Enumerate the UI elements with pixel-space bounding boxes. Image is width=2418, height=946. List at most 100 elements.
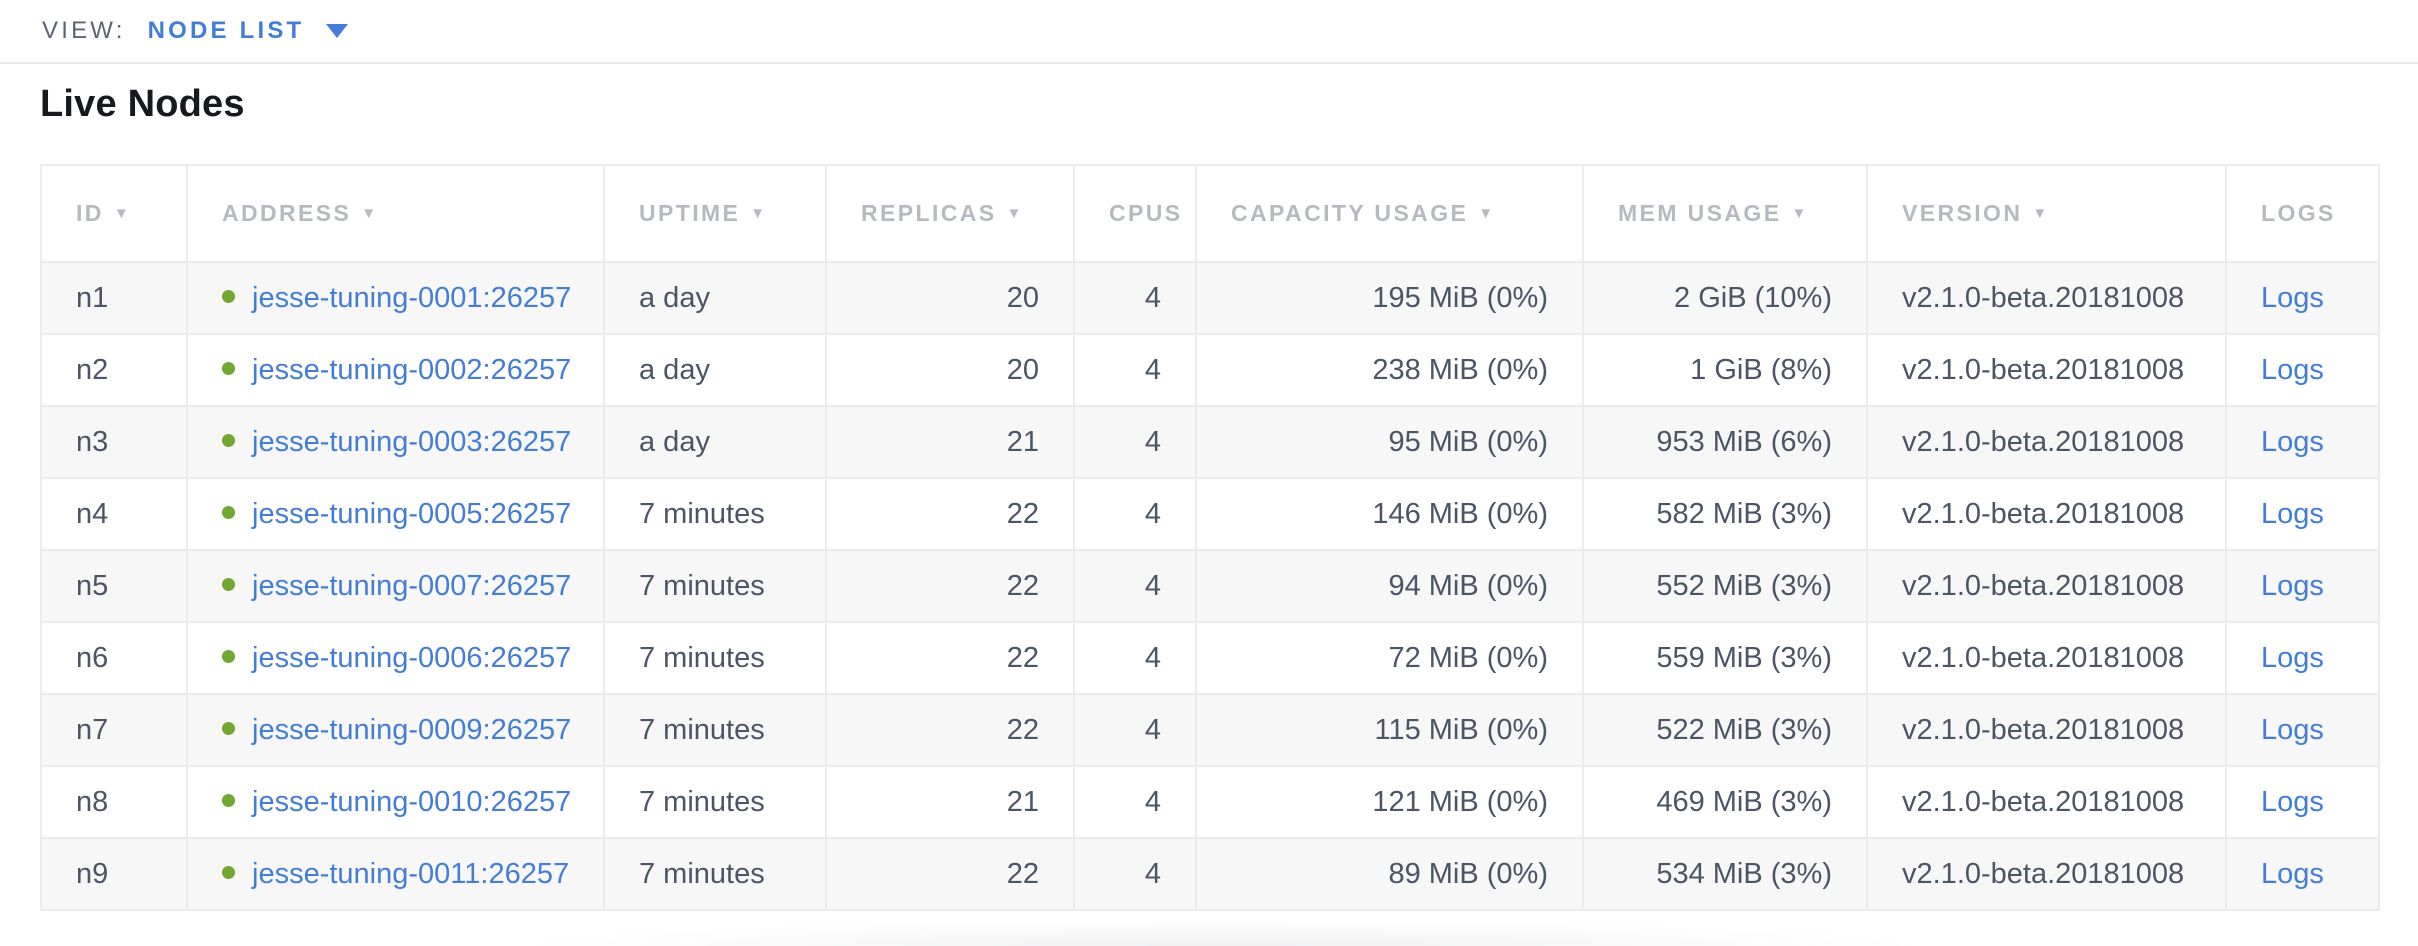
cell-logs: Logs	[2225, 405, 2380, 479]
address-link[interactable]: jesse-tuning-0003:26257	[252, 425, 572, 458]
cell-capacity: 121 MiB (0%)	[1195, 765, 1584, 839]
logs-link[interactable]: Logs	[2261, 641, 2324, 674]
table-row: n7 jesse-tuning-0009:26257 7 minutes 22 4 115…	[40, 693, 2380, 767]
address-link[interactable]: jesse-tuning-0011:26257	[252, 857, 570, 890]
address-link[interactable]: jesse-tuning-0006:26257	[252, 641, 572, 674]
table-row: n5 jesse-tuning-0007:26257 7 minutes 22 4 94 …	[40, 549, 2380, 623]
cell-capacity: 115 MiB (0%)	[1195, 693, 1584, 767]
logs-link[interactable]: Logs	[2261, 425, 2324, 458]
caret-down-icon[interactable]	[326, 24, 349, 38]
header-row: ID ▼ ADDRESS ▼ UPTIME ▼ REPLICAS ▼ CPUS CAPACITY …	[40, 164, 2380, 263]
cell-replicas: 22	[825, 693, 1075, 767]
column-header-replicas[interactable]: REPLICAS ▼	[825, 164, 1075, 263]
cell-capacity: 146 MiB (0%)	[1195, 477, 1584, 551]
column-header-label: UPTIME	[639, 200, 741, 226]
cell-uptime: 7 minutes	[603, 765, 827, 839]
cell-capacity: 195 MiB (0%)	[1195, 261, 1584, 335]
cell-cpus: 4	[1073, 333, 1197, 407]
column-header-uptime[interactable]: UPTIME ▼	[603, 164, 827, 263]
table-row: n3 jesse-tuning-0003:26257 a day 21 4 95 MiB …	[40, 405, 2380, 479]
cell-mem: 1 GiB (8%)	[1582, 333, 1868, 407]
table-row: n6 jesse-tuning-0006:26257 7 minutes 22 4 72 …	[40, 621, 2380, 695]
cell-id: n9	[40, 837, 188, 911]
address-link[interactable]: jesse-tuning-0002:26257	[252, 353, 572, 386]
address-link[interactable]: jesse-tuning-0010:26257	[252, 785, 572, 818]
cell-capacity: 89 MiB (0%)	[1195, 837, 1584, 911]
view-selector-bar: VIEW: NODE LIST	[0, 0, 2418, 64]
node-live-dot-icon	[222, 506, 235, 520]
cell-logs: Logs	[2225, 765, 2380, 839]
node-live-dot-icon	[222, 650, 235, 664]
view-label: VIEW:	[42, 17, 126, 44]
address-link[interactable]: jesse-tuning-0009:26257	[252, 713, 572, 746]
cell-version: v2.1.0-beta.20181008	[1866, 693, 2227, 767]
address-link[interactable]: jesse-tuning-0001:26257	[252, 281, 572, 314]
cell-mem: 2 GiB (10%)	[1582, 261, 1868, 335]
sort-desc-icon[interactable]: ▼	[113, 205, 129, 222]
cell-cpus: 4	[1073, 837, 1197, 911]
sort-desc-icon[interactable]: ▼	[2032, 205, 2048, 222]
column-header-label: REPLICAS	[861, 200, 997, 226]
logs-link[interactable]: Logs	[2261, 713, 2324, 746]
address-link[interactable]: jesse-tuning-0005:26257	[252, 497, 572, 530]
view-dropdown[interactable]: NODE LIST	[147, 17, 305, 44]
cell-mem: 534 MiB (3%)	[1582, 837, 1868, 911]
sort-desc-icon[interactable]: ▼	[1478, 205, 1494, 222]
column-header-mem[interactable]: MEM USAGE ▼	[1582, 164, 1868, 263]
sort-desc-icon[interactable]: ▼	[750, 205, 766, 222]
column-header-label: ADDRESS	[222, 200, 352, 226]
cell-id: n6	[40, 621, 188, 695]
cell-address: jesse-tuning-0001:26257	[186, 261, 605, 335]
cell-mem: 552 MiB (3%)	[1582, 549, 1868, 623]
cell-id: n3	[40, 405, 188, 479]
live-nodes-table: ID ▼ ADDRESS ▼ UPTIME ▼ REPLICAS ▼ CPUS CAPACITY …	[40, 164, 2380, 911]
column-header-label: VERSION	[1902, 200, 2023, 226]
cell-address: jesse-tuning-0011:26257	[186, 837, 605, 911]
column-header-id[interactable]: ID ▼	[40, 164, 188, 263]
cell-logs: Logs	[2225, 621, 2380, 695]
cell-version: v2.1.0-beta.20181008	[1866, 765, 2227, 839]
cell-replicas: 22	[825, 837, 1075, 911]
cell-id: n1	[40, 261, 188, 335]
column-header-version[interactable]: VERSION ▼	[1866, 164, 2227, 263]
cell-uptime: 7 minutes	[603, 693, 827, 767]
column-header-label: CPUS	[1109, 200, 1183, 226]
logs-link[interactable]: Logs	[2261, 353, 2324, 386]
cell-replicas: 20	[825, 333, 1075, 407]
logs-link[interactable]: Logs	[2261, 497, 2324, 530]
page-title: Live Nodes	[40, 83, 245, 125]
column-header-address[interactable]: ADDRESS ▼	[186, 164, 605, 263]
sort-desc-icon[interactable]: ▼	[1006, 205, 1022, 222]
cell-replicas: 21	[825, 405, 1075, 479]
cell-mem: 522 MiB (3%)	[1582, 693, 1868, 767]
cell-cpus: 4	[1073, 549, 1197, 623]
cell-id: n8	[40, 765, 188, 839]
cell-logs: Logs	[2225, 261, 2380, 335]
cell-capacity: 94 MiB (0%)	[1195, 549, 1584, 623]
cell-logs: Logs	[2225, 333, 2380, 407]
sort-desc-icon[interactable]: ▼	[1791, 205, 1807, 222]
logs-link[interactable]: Logs	[2261, 857, 2324, 890]
logs-link[interactable]: Logs	[2261, 281, 2324, 314]
cell-uptime: a day	[603, 405, 827, 479]
logs-link[interactable]: Logs	[2261, 785, 2324, 818]
cell-version: v2.1.0-beta.20181008	[1866, 621, 2227, 695]
cell-address: jesse-tuning-0007:26257	[186, 549, 605, 623]
logs-link[interactable]: Logs	[2261, 569, 2324, 602]
sort-desc-icon[interactable]: ▼	[361, 205, 377, 222]
address-link[interactable]: jesse-tuning-0007:26257	[252, 569, 572, 602]
cell-version: v2.1.0-beta.20181008	[1866, 333, 2227, 407]
column-header-label: MEM USAGE	[1618, 200, 1782, 226]
cell-cpus: 4	[1073, 621, 1197, 695]
cell-uptime: 7 minutes	[603, 477, 827, 551]
cell-logs: Logs	[2225, 549, 2380, 623]
cell-id: n4	[40, 477, 188, 551]
cell-uptime: 7 minutes	[603, 549, 827, 623]
column-header-cpus: CPUS	[1073, 164, 1197, 263]
cell-cpus: 4	[1073, 477, 1197, 551]
node-live-dot-icon	[222, 434, 235, 448]
column-header-capacity[interactable]: CAPACITY USAGE ▼	[1195, 164, 1584, 263]
cell-address: jesse-tuning-0009:26257	[186, 693, 605, 767]
table-row: n8 jesse-tuning-0010:26257 7 minutes 21 4 121…	[40, 765, 2380, 839]
cell-capacity: 238 MiB (0%)	[1195, 333, 1584, 407]
